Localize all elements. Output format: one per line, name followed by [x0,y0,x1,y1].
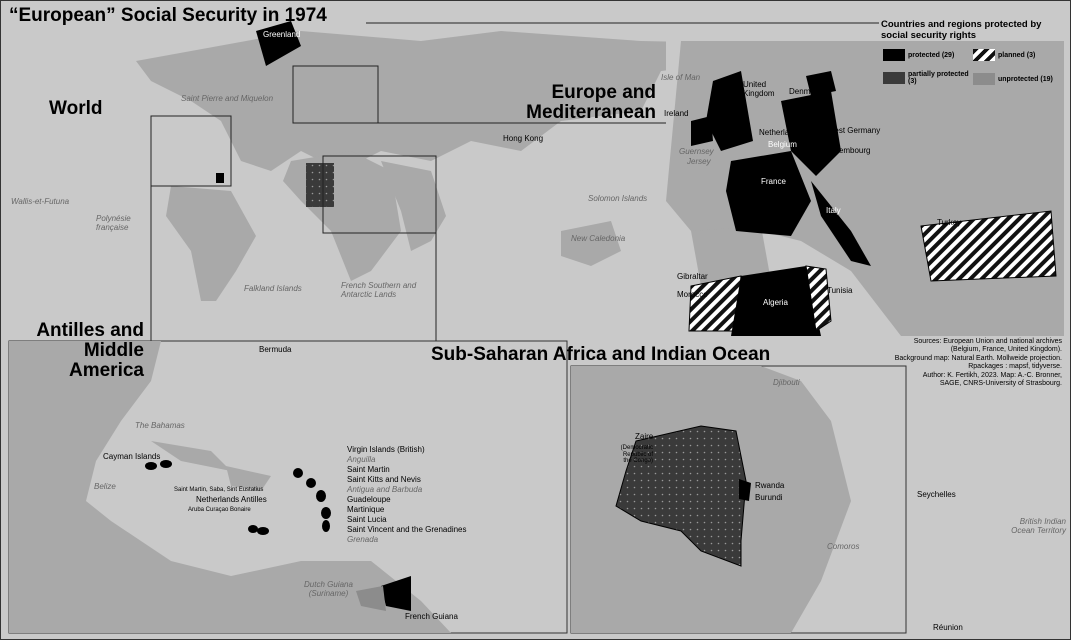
label-french-guiana: French Guiana [405,612,458,621]
source-line: Sources: European Union and national arc… [913,338,1062,345]
legend-protected: protected (29) [883,49,954,61]
label-algeria: Algeria [763,298,788,307]
label-luxembourg: Luxembourg [826,146,871,155]
label-uk: United Kingdom [743,80,775,98]
label-france: France [761,177,786,186]
label-isle-of-man: Isle of Man [661,73,701,82]
label-martinique: Martinique [347,505,385,514]
label-belize: Belize [94,482,116,491]
label-drc: (Democratic Republic of the Congo) [620,445,653,465]
antilles-land [9,341,451,633]
source-line: Rpackages : mapsf, tidyverse. [968,363,1062,371]
label-st-vincent: Saint Vincent and the Grenadines [347,525,467,534]
source-line: (Belgium, France, United Kingdom). [950,346,1062,354]
label-falkland: Falkland Islands [244,284,302,293]
label-new-caledonia: New Caledonia [571,234,626,243]
label-antigua: Antigua and Barbuda [347,485,423,494]
label-bahamas: The Bahamas [135,421,185,430]
label-reunion: Réunion [933,623,963,632]
label-biot: British Indian Ocean Territory [1011,517,1066,535]
label-rwanda: Rwanda [755,481,785,490]
label-netherlands-antilles: Netherlands Antilles [196,495,267,504]
source-line: SAGE, CNRS-University of Strasbourg. [939,379,1062,387]
label-comoros: Comoros [827,542,860,551]
label-italy: Italy [826,206,841,215]
label-guadeloupe: Guadeloupe [347,495,391,504]
label-suriname: Dutch Guiana (Suriname) [304,580,353,598]
legend-heading: Countries and regions protected by socia… [881,19,1042,42]
legend-partial: partially protected (3) [883,71,971,85]
sources-note: Sources: European Union and national arc… [895,338,1062,388]
label-solomon: Solomon Islands [588,194,648,203]
inset-title-antilles: Antilles and Middle America [36,320,144,381]
label-belgium: Belgium [768,140,797,149]
label-polynesie: Polynésie française [96,214,131,232]
legend: Countries and regions protected by socia… [881,19,1069,85]
map-title: “European” Social Security in 1974 [9,5,327,26]
source-line: Author: K. Fertikh, 2023. Map: A.-C. Bro… [922,371,1062,379]
label-tunisia: Tunisia [827,286,853,295]
label-grenada: Grenada [347,535,379,544]
label-wallis: Wallis-et-Futuna [11,197,70,206]
label-ireland: Ireland [664,109,689,118]
label-taaf: French Southern and Antarctic Lands [341,281,417,299]
label-hong-kong: Hong Kong [503,134,544,143]
label-djibouti: Djibouti [773,378,800,387]
legend-planned: planned (3) [973,49,1035,61]
label-saint-martin: Saint Martin [347,465,390,474]
label-bvi: Virgin Islands (British) [347,445,425,454]
label-anguilla: Anguilla [347,455,376,464]
label-west-germany: West Germany [827,126,881,135]
legend-unprotected: unprotected (19) [973,73,1053,85]
zaire-world [306,163,334,207]
label-turkey: Turkey [937,218,962,227]
inset-title-africa: Sub-Saharan Africa and Indian Ocean [431,344,771,365]
label-abc-islands: Aruba Curaçao Bonaire [188,507,251,513]
europe-land [666,41,1064,336]
label-seychelles: Seychelles [917,490,956,499]
source-line: Background map: Natural Earth. Mollweide… [894,354,1062,362]
label-burundi: Burundi [755,493,783,502]
inset-title-europe: Europe and Mediterranean [526,82,656,123]
label-gibraltar: Gibraltar [677,272,708,281]
label-jersey: Jersey [687,157,711,166]
label-denmark: Denmark [789,87,822,96]
label-saint-lucia: Saint Lucia [347,515,387,524]
antilles-islands [145,460,331,535]
label-cayman: Cayman Islands [103,452,161,461]
label-saint-pierre: Saint Pierre and Miquelon [181,94,274,103]
label-bermuda: Bermuda [259,345,292,354]
label-netherlands: Netherlands [759,128,803,137]
label-greenland: Greenland [263,30,301,39]
label-st-kitts: Saint Kitts and Nevis [347,475,421,484]
inset-title-world: World [49,98,103,119]
inset-frames [150,22,879,341]
label-guernsey: Guernsey [679,147,714,156]
zaire-shape [615,425,747,567]
label-morocco: Morocco [677,290,708,299]
label-zaire: Zaire [635,432,654,441]
label-saba: Saint Martin, Saba, Sint Eustatius [174,487,264,493]
